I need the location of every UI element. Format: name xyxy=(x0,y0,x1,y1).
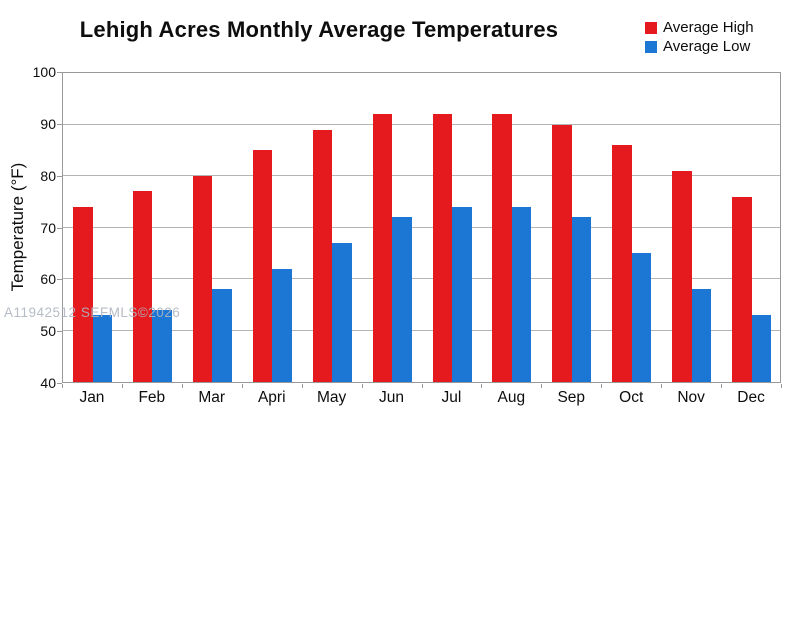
y-tick-mark-70 xyxy=(57,227,62,229)
x-tick-mark-12 xyxy=(781,384,782,388)
x-tick-label-aug: Aug xyxy=(497,389,526,406)
legend-item-average-low: Average Low xyxy=(645,37,754,56)
bar-average-low-aug xyxy=(511,206,532,382)
x-tick-label-mar: Mar xyxy=(198,389,226,406)
legend-label: Average High xyxy=(663,19,754,36)
bar-average-high-jun xyxy=(372,114,393,382)
y-tick-mark-60 xyxy=(57,279,62,281)
gridline-90 xyxy=(63,123,780,125)
x-tick-label-jul: Jul xyxy=(441,389,462,406)
y-tick-label-60: 60 xyxy=(40,271,56,288)
chart-title: Lehigh Acres Monthly Average Temperature… xyxy=(79,17,559,42)
watermark-text: A11942512 SEFMLS©2026 xyxy=(4,305,181,320)
y-tick-label-40: 40 xyxy=(40,375,56,391)
x-tick-mark-10 xyxy=(661,384,663,388)
bar-average-high-jul xyxy=(432,114,452,382)
x-tick-label-oct: Oct xyxy=(619,389,644,406)
x-tick-label-dec: Dec xyxy=(737,389,765,406)
bar-average-high-dec xyxy=(732,196,752,382)
bar-average-low-may xyxy=(332,242,352,382)
y-tick-label-80: 80 xyxy=(40,167,56,184)
x-tick-mark-0 xyxy=(62,384,63,388)
x-tick-mark-8 xyxy=(541,384,543,388)
x-tick-label-may: May xyxy=(316,389,347,406)
bar-average-low-feb xyxy=(152,309,172,382)
chart-legend: Average High Average Low xyxy=(645,18,754,56)
gridline-50 xyxy=(63,329,780,331)
bar-average-high-apri xyxy=(252,150,273,382)
x-tick-mark-2 xyxy=(181,384,183,388)
bar-average-low-jun xyxy=(392,217,412,382)
x-tick-mark-11 xyxy=(721,384,723,388)
x-tick-mark-4 xyxy=(301,384,303,388)
plot-area xyxy=(62,72,781,383)
bar-average-low-jul xyxy=(452,206,472,382)
y-tick-mark-80 xyxy=(57,175,62,177)
y-tick-label-70: 70 xyxy=(40,219,56,236)
bar-average-low-dec xyxy=(751,315,772,382)
legend-item-average-high: Average High xyxy=(645,18,754,37)
x-tick-mark-3 xyxy=(241,384,243,388)
bar-average-low-apri xyxy=(272,268,292,382)
gridline-60 xyxy=(63,278,780,279)
bar-average-high-jan xyxy=(73,206,93,382)
x-tick-mark-6 xyxy=(421,384,423,388)
x-tick-mark-1 xyxy=(121,384,123,388)
x-tick-label-nov: Nov xyxy=(677,389,705,406)
bar-average-high-aug xyxy=(492,114,512,382)
bar-average-high-may xyxy=(312,129,333,382)
bar-average-high-nov xyxy=(672,170,692,382)
x-tick-label-feb: Feb xyxy=(138,389,166,406)
bar-average-low-mar xyxy=(212,289,232,382)
y-tick-mark-40 xyxy=(57,383,62,384)
bar-average-low-nov xyxy=(691,289,712,382)
bar-average-high-oct xyxy=(612,145,632,382)
y-tick-label-100: 100 xyxy=(32,64,56,80)
y-tick-label-50: 50 xyxy=(40,323,56,340)
y-tick-label-90: 90 xyxy=(40,115,56,132)
legend-swatch-average-low xyxy=(645,40,657,53)
x-tick-mark-5 xyxy=(361,384,363,388)
y-tick-mark-90 xyxy=(57,123,62,125)
gridline-70 xyxy=(63,226,780,228)
bar-average-high-feb xyxy=(132,191,153,382)
bar-average-low-jan xyxy=(92,315,112,382)
x-tick-mark-9 xyxy=(601,384,603,388)
y-tick-mark-100 xyxy=(57,72,62,73)
legend-swatch-average-high xyxy=(645,21,657,34)
x-tick-label-apri: Apri xyxy=(257,389,286,406)
legend-label: Average Low xyxy=(663,38,751,55)
x-tick-mark-7 xyxy=(481,384,483,388)
bar-average-high-sep xyxy=(552,124,572,382)
bar-average-low-oct xyxy=(631,253,652,382)
bar-average-high-mar xyxy=(192,176,213,382)
x-tick-label-sep: Sep xyxy=(557,389,586,406)
y-tick-mark-50 xyxy=(57,331,62,333)
x-tick-label-jun: Jun xyxy=(379,389,405,406)
gridline-80 xyxy=(63,175,780,176)
x-tick-label-jan: Jan xyxy=(79,389,105,406)
bar-average-low-sep xyxy=(571,217,592,382)
